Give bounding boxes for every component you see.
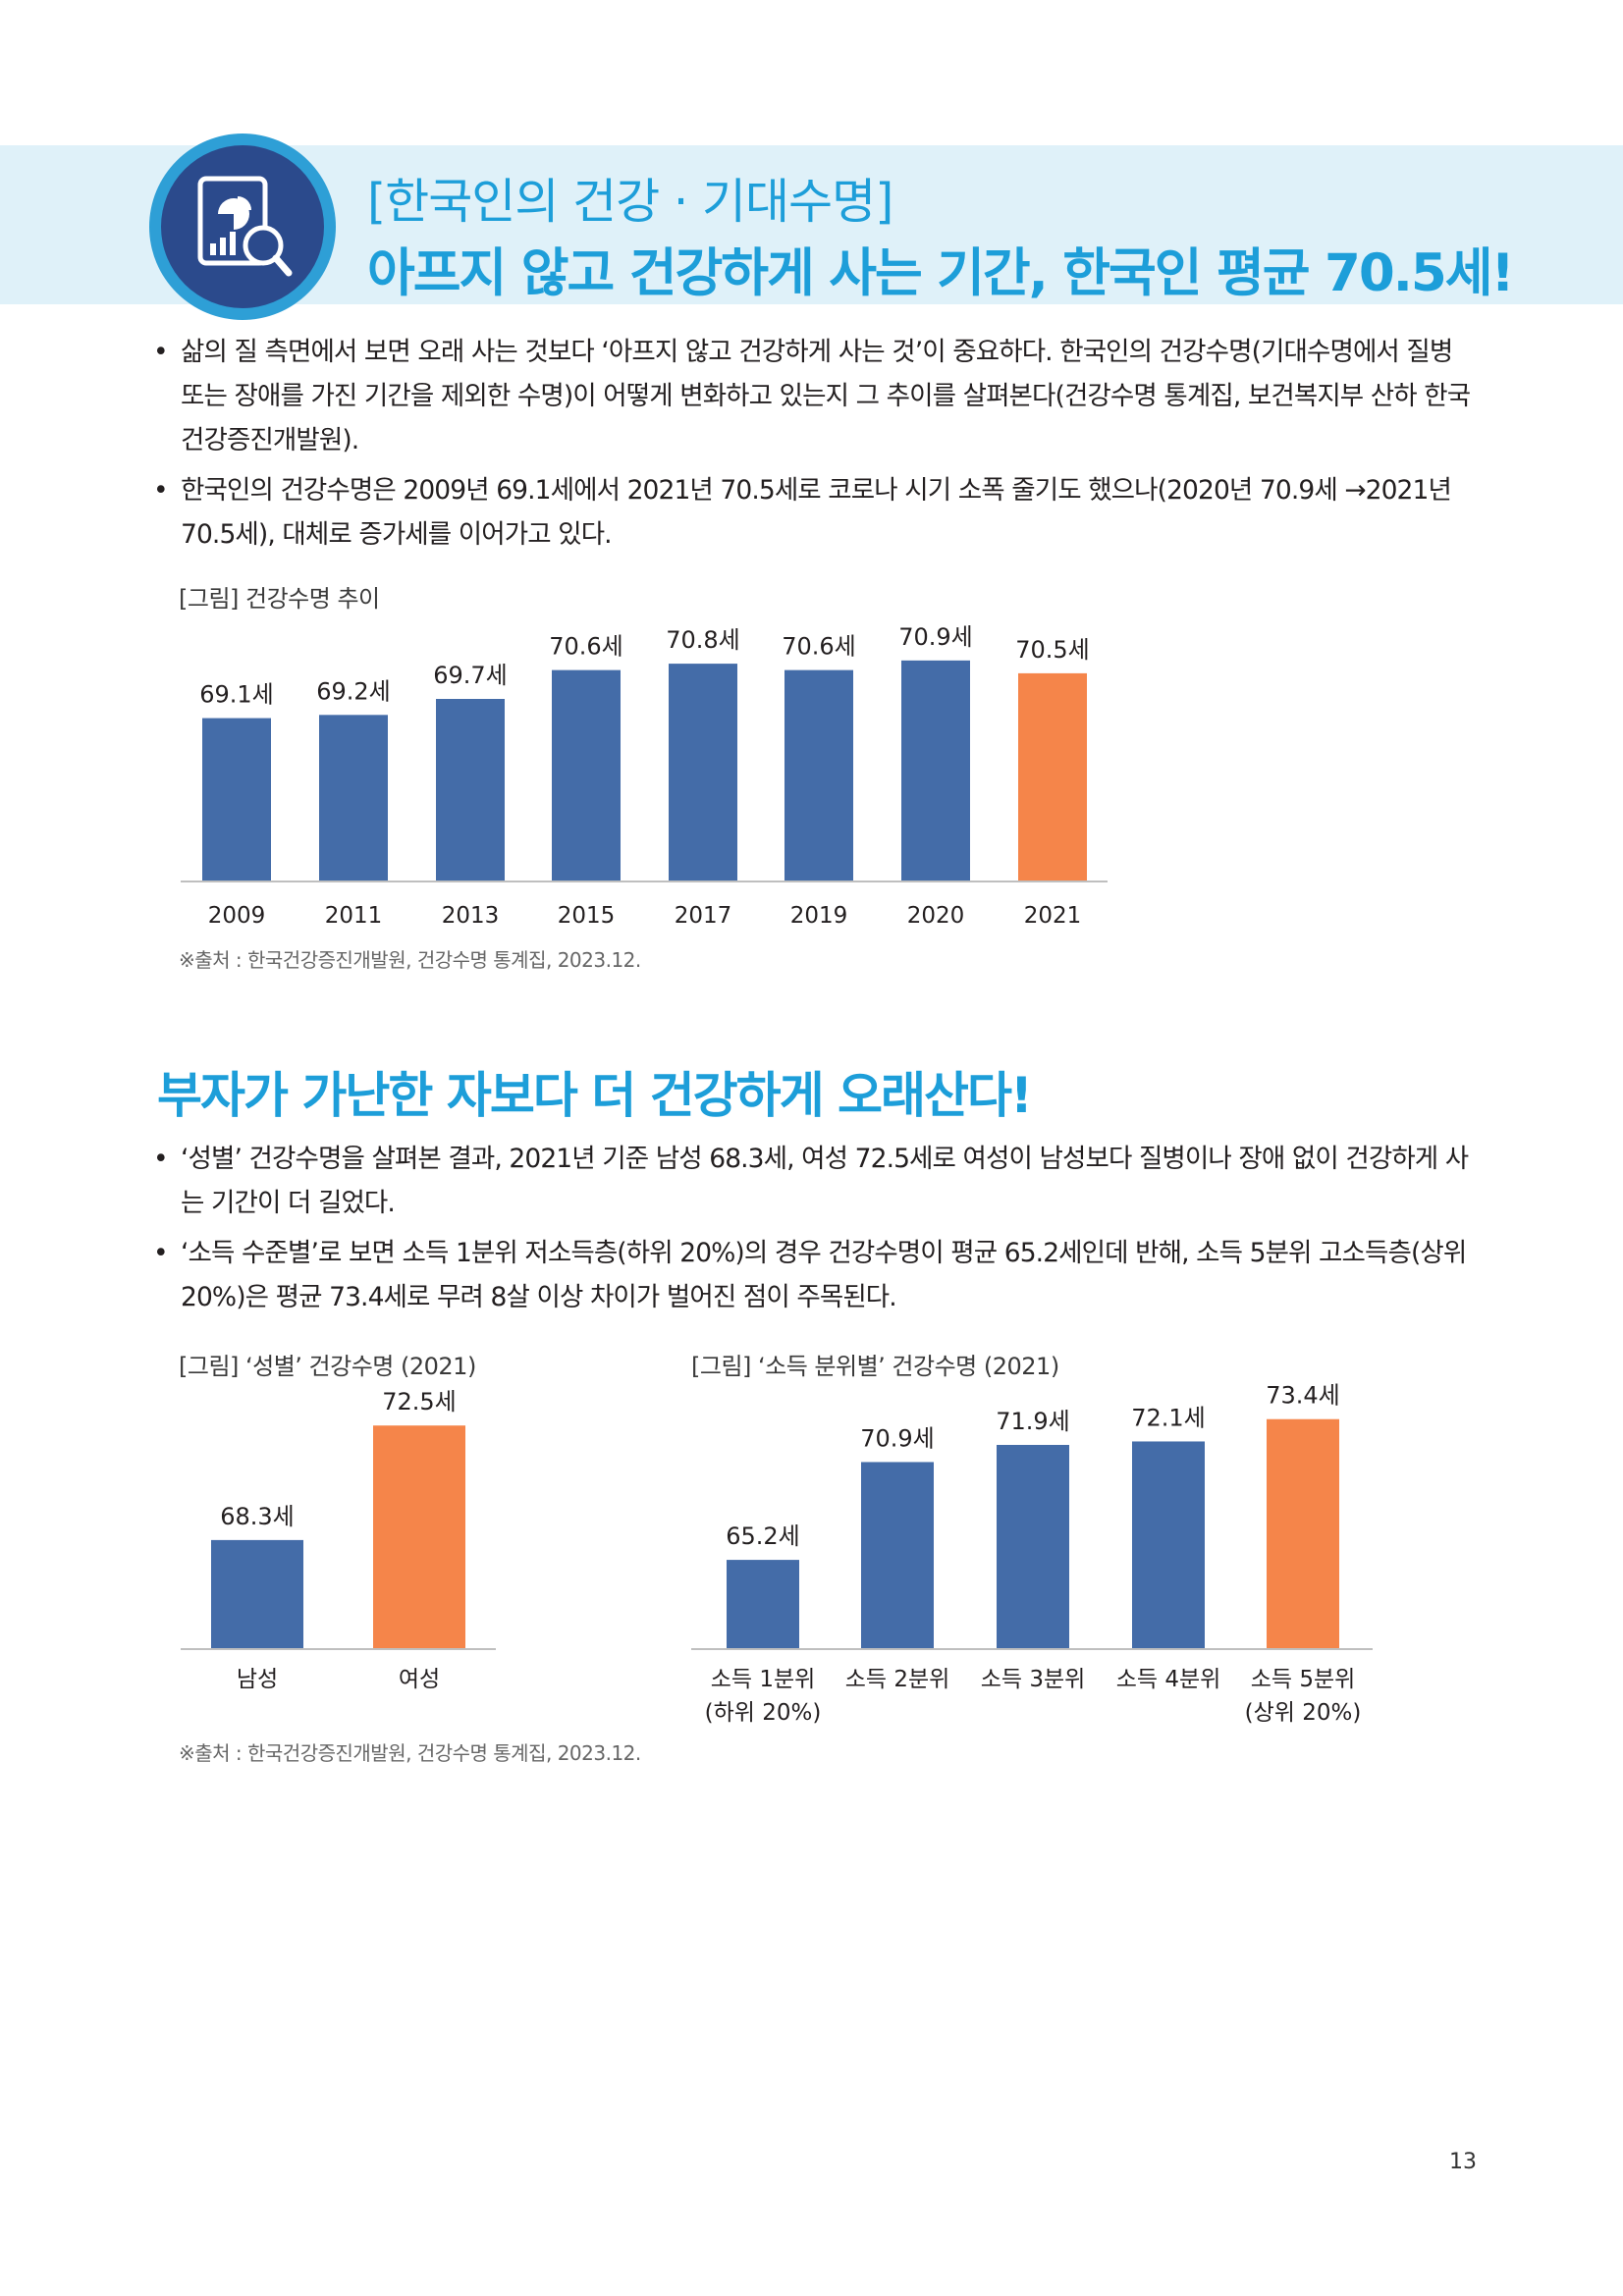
chart-data-label: 73.4세: [1266, 1382, 1340, 1410]
chart-data-label: 69.7세: [433, 662, 508, 689]
bullet-item: • 한국인의 건강수명은 2009년 69.1세에서 2021년 70.5세로 …: [149, 468, 1473, 557]
figure-caption-income: [그림] ‘소득 분위별’ 건강수명 (2021): [691, 1353, 1059, 1380]
chart-data-label: 72.5세: [382, 1388, 457, 1415]
chart-bar: [727, 1560, 799, 1649]
chart-category-label: 남성: [237, 1667, 278, 1692]
figure-caption: [그림] 건강수명 추이: [179, 585, 380, 613]
chart-category-label: (상위 20%): [1245, 1700, 1362, 1726]
bullet-item: • ‘소득 수준별’로 보면 소득 1분위 저소득층(하위 20%)의 경우 건…: [149, 1231, 1473, 1319]
chart-bar: [202, 718, 271, 881]
chart-category-label: 2015: [558, 903, 616, 929]
chart-category-label: 2009: [208, 903, 266, 929]
chart-bar: [997, 1444, 1069, 1649]
chart-category-label: 2019: [790, 903, 848, 929]
section1-bullets: • 삶의 질 측면에서 보면 오래 사는 것보다 ‘아프지 않고 건강하게 사는…: [149, 330, 1473, 562]
chart-data-label: 71.9세: [996, 1408, 1070, 1435]
bullet-dot: •: [153, 1238, 169, 1268]
chart-bar: [436, 699, 505, 881]
bullet-item: • 삶의 질 측면에서 보면 오래 사는 것보다 ‘아프지 않고 건강하게 사는…: [149, 330, 1473, 462]
chart-category-label: 2020: [907, 903, 965, 929]
chart-category-label: (하위 20%): [705, 1700, 822, 1726]
header-logo: [149, 133, 336, 320]
chart-data-label: 69.2세: [316, 677, 391, 705]
page-number: 13: [1449, 2150, 1477, 2174]
source-note: ※출처 : 한국건강증진개발원, 건강수명 통계집, 2023.12.: [179, 1741, 641, 1765]
chart-bar: [901, 660, 970, 881]
chart-bar: [373, 1425, 465, 1649]
chart-bar: [861, 1462, 934, 1649]
chart-data-label: 70.6세: [549, 633, 623, 661]
header-subtitle: [한국인의 건강 · 기대수명]: [367, 174, 893, 230]
chart-bar: [784, 669, 853, 881]
chart-bar: [1018, 672, 1087, 881]
chart-data-label: 70.8세: [666, 626, 740, 654]
chart-report-magnifier-icon: [197, 176, 293, 277]
bullet-dot: •: [153, 1144, 169, 1174]
chart-bar: [211, 1539, 303, 1649]
chart-bar: [1132, 1441, 1205, 1649]
chart-category-label: 2021: [1024, 903, 1082, 929]
chart-data-label: 69.1세: [199, 681, 274, 709]
chart-data-label: 72.1세: [1131, 1404, 1206, 1431]
chart-category-label: 소득 1분위: [711, 1667, 816, 1692]
chart-data-label: 70.9세: [898, 623, 973, 651]
bullet-dot: •: [153, 337, 169, 367]
chart-data-label: 70.9세: [860, 1424, 935, 1452]
chart-category-label: 2013: [442, 903, 500, 929]
chart-bar: [669, 664, 737, 881]
chart-data-label: 65.2세: [726, 1522, 800, 1550]
chart-bar: [1267, 1418, 1339, 1649]
chart-bar: [319, 715, 388, 881]
figure-caption-gender: [그림] ‘성별’ 건강수명 (2021): [179, 1353, 476, 1380]
chart-category-label: 2011: [325, 903, 383, 929]
chart-data-label: 70.6세: [782, 633, 856, 661]
section-title: 부자가 가난한 자보다 더 건강하게 오래산다!: [157, 1067, 1033, 1124]
section2-bullets: • ‘성별’ 건강수명을 살펴본 결과, 2021년 기준 남성 68.3세, …: [149, 1137, 1473, 1325]
chart-bar: [552, 669, 621, 881]
chart-category-label: 소득 2분위: [845, 1667, 950, 1692]
bullet-dot: •: [153, 475, 169, 506]
source-note: ※출처 : 한국건강증진개발원, 건강수명 통계집, 2023.12.: [179, 948, 641, 972]
chart-category-label: 2017: [675, 903, 732, 929]
chart-category-label: 소득 4분위: [1116, 1667, 1221, 1692]
header-title: 아프지 않고 건강하게 사는 기간, 한국인 평균 70.5세!: [367, 243, 1515, 303]
bullet-item: • ‘성별’ 건강수명을 살펴본 결과, 2021년 기준 남성 68.3세, …: [149, 1137, 1473, 1225]
chart-category-label: 여성: [399, 1667, 440, 1692]
chart-category-label: 소득 3분위: [981, 1667, 1086, 1692]
chart-data-label: 68.3세: [220, 1503, 295, 1530]
chart-data-label: 70.5세: [1015, 636, 1090, 664]
chart-category-label: 소득 5분위: [1251, 1667, 1356, 1692]
